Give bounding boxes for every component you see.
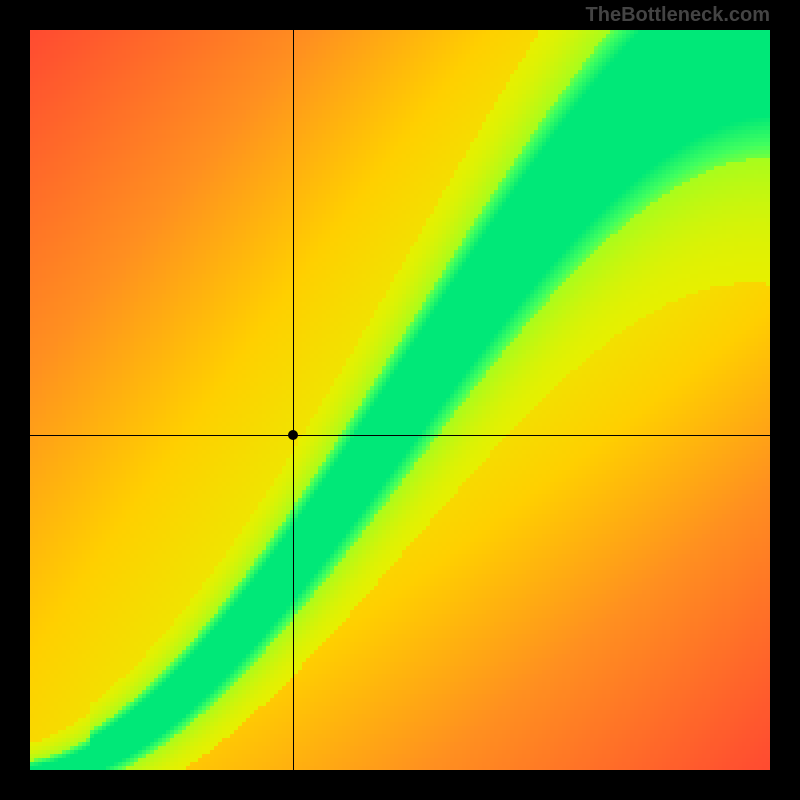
heatmap-plot [30, 30, 770, 770]
crosshair-marker [288, 430, 298, 440]
crosshair-vertical [293, 30, 294, 770]
watermark-text: TheBottleneck.com [586, 4, 770, 27]
heatmap-canvas [30, 30, 770, 770]
crosshair-horizontal [30, 435, 770, 436]
